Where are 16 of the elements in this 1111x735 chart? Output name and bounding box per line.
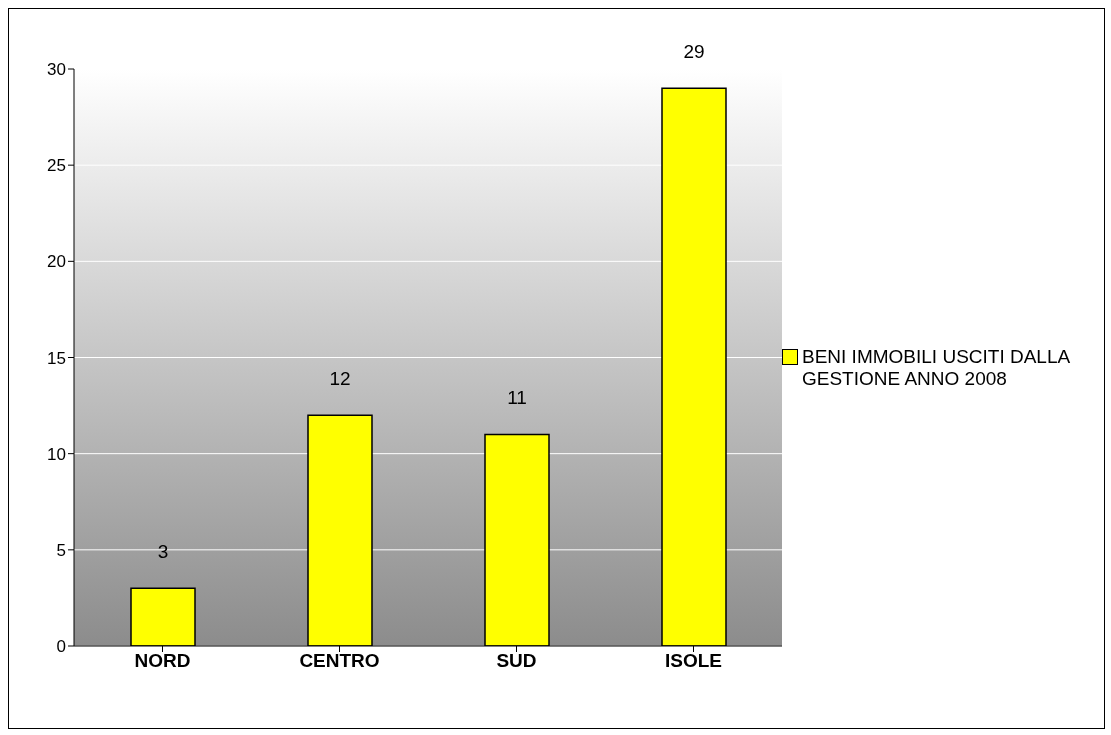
data-label: 12 (329, 368, 351, 390)
legend-label: BENI IMMOBILI USCITI DALLA GESTIONE ANNO 2008 (802, 345, 1071, 390)
y-tick-label: 20 (47, 252, 66, 272)
y-tick-label: 30 (47, 60, 66, 80)
y-tick-label: 10 (47, 444, 66, 464)
data-label: 11 (507, 387, 527, 409)
y-tick-label: 25 (47, 156, 66, 176)
x-tick-label: ISOLE (664, 650, 723, 672)
y-tick-label: 0 (56, 637, 66, 657)
y-tick-label: 15 (47, 348, 66, 368)
x-tick-label: SUD (496, 650, 537, 672)
x-tick-label: NORD (134, 650, 191, 672)
data-label: 29 (683, 41, 705, 63)
y-tick-label: 5 (56, 540, 66, 560)
x-tick-label: CENTRO (299, 650, 380, 672)
data-label: 3 (157, 541, 169, 563)
